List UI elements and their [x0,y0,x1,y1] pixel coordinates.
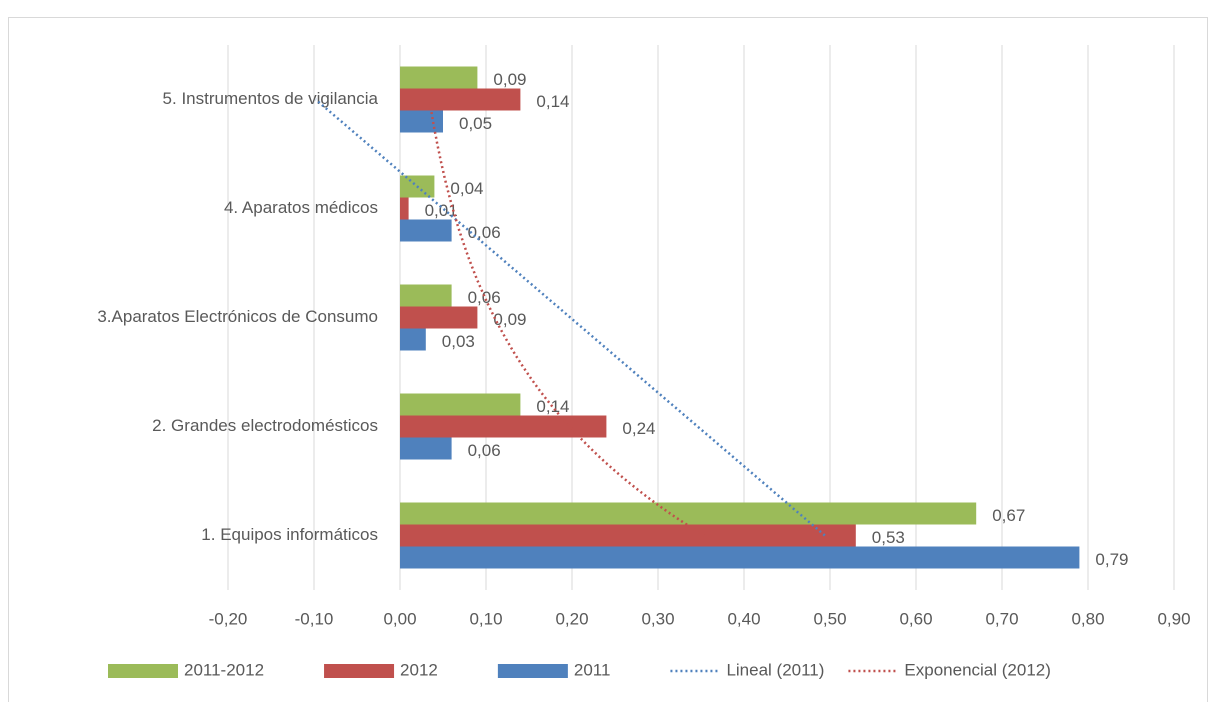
y-tick-label: 3.Aparatos Electrónicos de Consumo [97,307,378,326]
legend-swatch [497,664,568,678]
x-tick-label: 0,00 [383,609,416,628]
value-label: 0,09 [493,310,526,329]
value-label: 0,06 [468,441,501,460]
bar [400,502,977,525]
y-tick-label: 2. Grandes electrodomésticos [152,416,378,435]
x-tick-label: 0,80 [1071,609,1104,628]
bar [400,110,443,133]
value-label: 0,24 [622,419,655,438]
bar [400,88,521,111]
value-label: 0,14 [536,397,569,416]
bar [400,197,409,220]
y-tick-label: 5. Instrumentos de vigilancia [163,89,379,108]
bar [400,524,856,547]
x-tick-label: -0,20 [209,609,248,628]
value-label: 0,09 [493,70,526,89]
value-label: 0,06 [468,223,501,242]
value-label: 0,67 [992,506,1025,525]
trendline [428,99,705,537]
x-tick-label: -0,10 [295,609,334,628]
chart-border [8,17,1208,702]
y-tick-label: 1. Equipos informáticos [201,525,378,544]
value-label: 0,53 [872,528,905,547]
bar [400,66,478,89]
legend-label: 2011 [574,660,611,679]
trendline [314,98,826,537]
y-tick-label: 4. Aparatos médicos [224,198,378,217]
legend-swatch [324,664,395,678]
value-label: 0,01 [425,201,458,220]
bar [400,219,452,242]
value-label: 0,14 [536,92,569,111]
legend-label: 2012 [400,660,438,679]
legend-label: 2011-2012 [184,660,264,679]
bar [400,328,426,351]
bar [400,284,452,307]
legend-swatch [108,664,178,678]
x-tick-label: 0,90 [1157,609,1190,628]
legend-label: Exponencial (2012) [904,660,1050,679]
x-tick-label: 0,70 [985,609,1018,628]
x-tick-label: 0,50 [813,609,846,628]
bar [400,415,607,438]
x-tick-label: 0,10 [469,609,502,628]
value-label: 0,03 [442,332,475,351]
bar [400,546,1080,569]
bar [400,393,521,416]
bar [400,437,452,460]
value-label: 0,05 [459,114,492,133]
value-label: 0,06 [468,288,501,307]
x-tick-label: 0,60 [899,609,932,628]
bar [400,306,478,329]
x-tick-label: 0,20 [555,609,588,628]
legend-label: Lineal (2011) [726,660,824,679]
value-label: 0,04 [450,179,483,198]
x-tick-label: 0,30 [641,609,674,628]
value-label: 0,79 [1095,550,1128,569]
x-tick-label: 0,40 [727,609,760,628]
